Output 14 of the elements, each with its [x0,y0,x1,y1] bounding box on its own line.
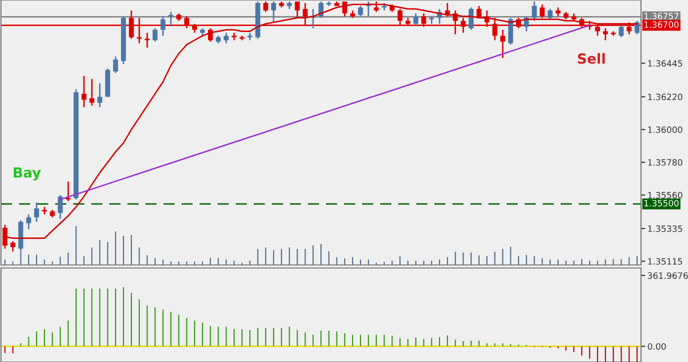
ref-line-label: 1.35500 [644,200,679,206]
y-tick-label: 1.35780 [648,159,682,166]
y-tick-label: 361.9676 [648,272,688,279]
annotation: Sell [578,53,605,64]
y-tick-label: 0.00 [648,343,666,350]
y-tick-label: 1.35335 [648,225,682,232]
y-tick-label: 1.36445 [648,60,682,67]
ref-line-label: 1.36757 [644,12,678,20]
y-tick-label: 1.35560 [648,192,682,198]
annotation: Bay [14,167,41,181]
y-tick-label: 1.36220 [648,94,682,100]
ref-line-label: 1.36700 [644,21,679,28]
y-tick-label: 1.35115 [648,258,682,265]
y-tick-label: 1.36000 [648,126,682,133]
